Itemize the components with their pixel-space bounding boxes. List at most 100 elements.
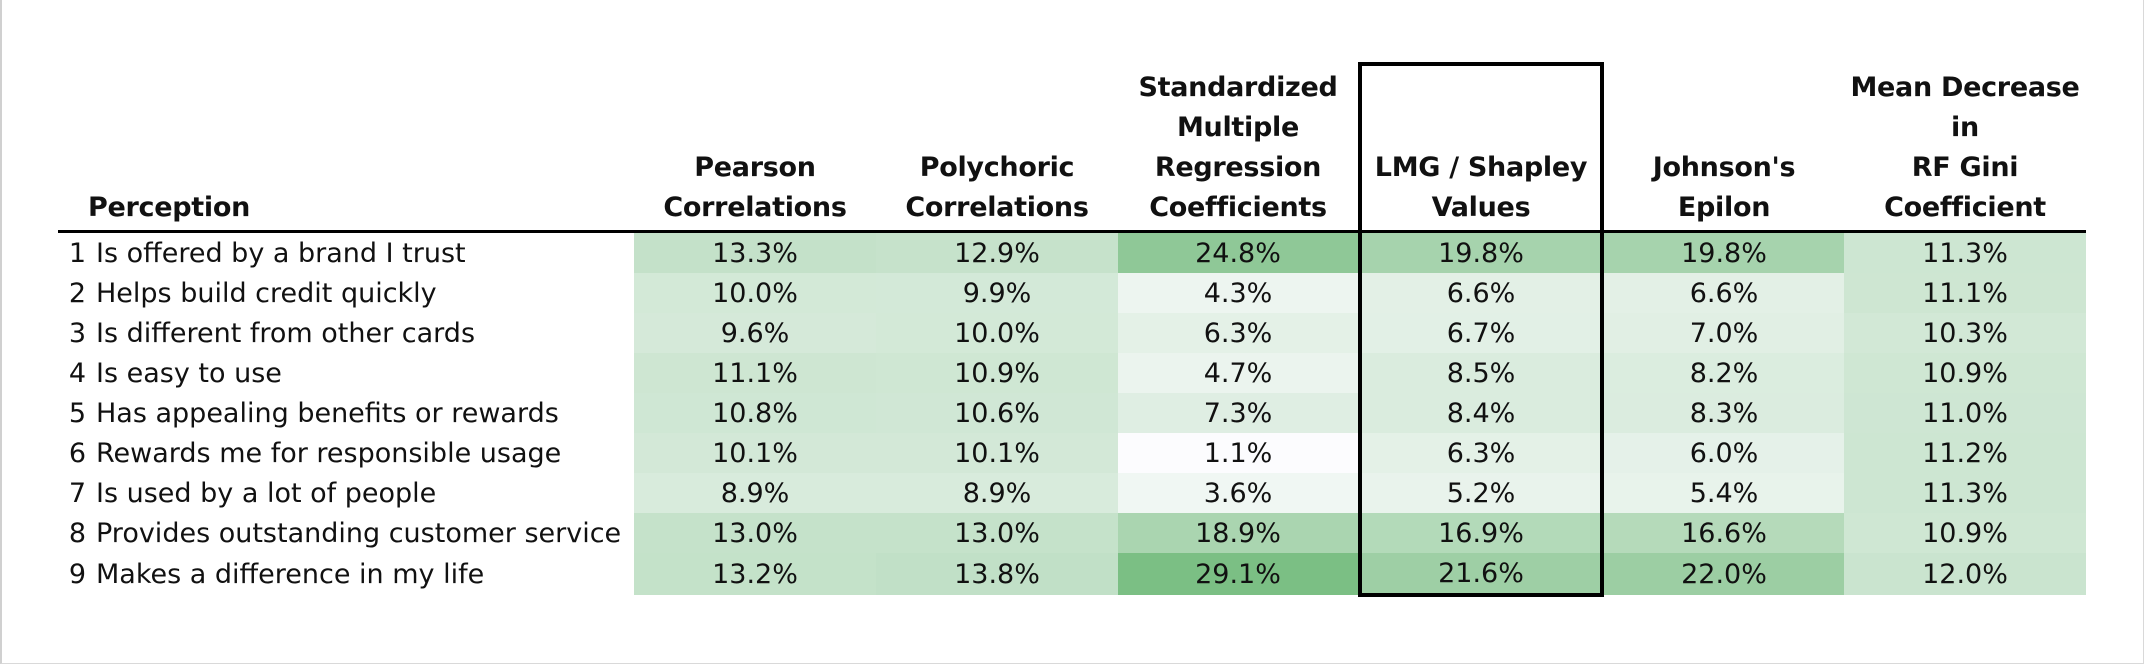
heatmap-cell-polychoric-correlations: 10.1% <box>876 433 1118 473</box>
heatmap-cell-lmg-shapley-values: 6.3% <box>1358 433 1604 473</box>
heatmap-cell-standardized-multiple-regression-coefficients: 29.1% <box>1118 553 1360 595</box>
heatmap-cell-pearson-correlations: 10.8% <box>634 393 876 433</box>
row-number: 5 <box>68 397 86 429</box>
heatmap-cell-polychoric-correlations: 8.9% <box>876 473 1118 513</box>
row-label: Has appealing benefits or rewards <box>96 397 559 429</box>
column-header-line: LMG / Shapley <box>1374 152 1588 183</box>
column-header-line: Pearson <box>694 152 816 183</box>
heatmap-cell-johnson-s-epilon: 19.8% <box>1602 231 1844 273</box>
row-number: 3 <box>68 317 86 349</box>
column-header-line: Values <box>1431 192 1531 223</box>
header-row: Perception Pearson Correlations Polychoric… <box>58 62 2086 233</box>
heatmap-cell-mean-decrease-in-rf-gini-coefficient: 10.9% <box>1844 353 2086 393</box>
table-row: 8 Provides outstanding customer service 13… <box>58 513 2086 553</box>
row-label: Rewards me for responsible usage <box>96 437 562 469</box>
column-header-line: Standardized <box>1138 72 1338 103</box>
column-header-line: Correlations <box>905 192 1089 223</box>
heatmap-cell-pearson-correlations: 13.3% <box>634 231 876 273</box>
heatmap-cell-lmg-shapley-values: 8.5% <box>1358 353 1604 393</box>
heatmap-cell-standardized-multiple-regression-coefficients: 4.7% <box>1118 353 1360 393</box>
row-number: 7 <box>68 477 86 509</box>
row-label: Is easy to use <box>96 357 282 389</box>
row-number: 9 <box>68 558 86 590</box>
column-header-johnson-s-epilon: Johnson's Epilon <box>1602 64 1844 233</box>
heatmap-cell-pearson-correlations: 8.9% <box>634 473 876 513</box>
column-header-line: Multiple <box>1176 112 1299 143</box>
heatmap-cell-johnson-s-epilon: 16.6% <box>1602 513 1844 553</box>
relative-importance-table: Perception Pearson Correlations Polychoric… <box>58 62 2086 597</box>
column-header-line: RF Gini Coefficient <box>1884 152 2046 223</box>
heatmap-cell-lmg-shapley-values: 21.6% <box>1358 553 1604 597</box>
heatmap-cell-johnson-s-epilon: 8.3% <box>1602 393 1844 433</box>
row-number: 6 <box>68 437 86 469</box>
perception-header: Perception <box>58 64 634 233</box>
table-row: 5 Has appealing benefits or rewards 10.8% 1… <box>58 393 2086 433</box>
heatmap-cell-polychoric-correlations: 10.0% <box>876 313 1118 353</box>
heatmap-cell-standardized-multiple-regression-coefficients: 7.3% <box>1118 393 1360 433</box>
heatmap-cell-standardized-multiple-regression-coefficients: 4.3% <box>1118 273 1360 313</box>
heatmap-cell-johnson-s-epilon: 6.0% <box>1602 433 1844 473</box>
heatmap-cell-johnson-s-epilon: 6.6% <box>1602 273 1844 313</box>
table-row: 4 Is easy to use 11.1% 10.9% 4.7% 8.5% 8.2% 10.… <box>58 353 2086 393</box>
heatmap-cell-lmg-shapley-values: 5.2% <box>1358 473 1604 513</box>
row-label: Is different from other cards <box>96 317 476 349</box>
heatmap-cell-pearson-correlations: 11.1% <box>634 353 876 393</box>
heatmap-cell-lmg-shapley-values: 8.4% <box>1358 393 1604 433</box>
table-row: 1 Is offered by a brand I trust 13.3% 12.9%… <box>58 231 2086 273</box>
heatmap-cell-polychoric-correlations: 13.0% <box>876 513 1118 553</box>
column-header-line: Mean Decrease in <box>1850 72 2080 143</box>
heatmap-cell-pearson-correlations: 9.6% <box>634 313 876 353</box>
column-header-line: Polychoric <box>919 152 1075 183</box>
row-label: Provides outstanding customer service <box>96 517 622 549</box>
heatmap-cell-johnson-s-epilon: 22.0% <box>1602 553 1844 595</box>
heatmap-cell-standardized-multiple-regression-coefficients: 3.6% <box>1118 473 1360 513</box>
heatmap-cell-lmg-shapley-values: 19.8% <box>1358 231 1604 273</box>
column-header-standardized-multiple-regression-coefficients: Standardized Multiple Regression Coefficien… <box>1118 64 1360 233</box>
heatmap-cell-pearson-correlations: 10.1% <box>634 433 876 473</box>
heatmap-cell-standardized-multiple-regression-coefficients: 6.3% <box>1118 313 1360 353</box>
heatmap-cell-mean-decrease-in-rf-gini-coefficient: 10.9% <box>1844 513 2086 553</box>
heatmap-cell-mean-decrease-in-rf-gini-coefficient: 12.0% <box>1844 553 2086 595</box>
heatmap-cell-polychoric-correlations: 13.8% <box>876 553 1118 595</box>
heatmap-cell-mean-decrease-in-rf-gini-coefficient: 11.3% <box>1844 231 2086 273</box>
heatmap-cell-johnson-s-epilon: 8.2% <box>1602 353 1844 393</box>
heatmap-cell-standardized-multiple-regression-coefficients: 24.8% <box>1118 231 1360 273</box>
heatmap-cell-polychoric-correlations: 9.9% <box>876 273 1118 313</box>
heatmap-cell-pearson-correlations: 13.0% <box>634 513 876 553</box>
column-header-line: Correlations <box>663 192 847 223</box>
row-number: 2 <box>68 277 86 309</box>
row-number: 8 <box>68 517 86 549</box>
heatmap-cell-standardized-multiple-regression-coefficients: 18.9% <box>1118 513 1360 553</box>
row-number: 1 <box>68 237 86 269</box>
column-header-pearson-correlations: Pearson Correlations <box>634 64 876 233</box>
heatmap-cell-pearson-correlations: 13.2% <box>634 553 876 595</box>
heatmap-cell-polychoric-correlations: 10.6% <box>876 393 1118 433</box>
heatmap-cell-johnson-s-epilon: 7.0% <box>1602 313 1844 353</box>
column-header-line: Regression <box>1154 152 1322 183</box>
heatmap-cell-polychoric-correlations: 12.9% <box>876 231 1118 273</box>
heatmap-cell-johnson-s-epilon: 5.4% <box>1602 473 1844 513</box>
table-row: 9 Makes a difference in my life 13.2% 13.8%… <box>58 553 2086 597</box>
heatmap-cell-mean-decrease-in-rf-gini-coefficient: 11.2% <box>1844 433 2086 473</box>
row-number: 4 <box>68 357 86 389</box>
column-header-mean-decrease-in-rf-gini-coefficient: Mean Decrease in RF Gini Coefficient <box>1844 64 2086 233</box>
column-header-lmg-shapley-values: LMG / Shapley Values <box>1358 62 1604 233</box>
heatmap-cell-mean-decrease-in-rf-gini-coefficient: 11.0% <box>1844 393 2086 433</box>
row-label: Helps build credit quickly <box>96 277 437 309</box>
column-header-line: Johnson's Epilon <box>1652 152 1796 223</box>
table-row: 7 Is used by a lot of people 8.9% 8.9% 3.6% 5… <box>58 473 2086 513</box>
table-row: 6 Rewards me for responsible usage 10.1% 10… <box>58 433 2086 473</box>
row-label: Is used by a lot of people <box>96 477 437 509</box>
heatmap-cell-standardized-multiple-regression-coefficients: 1.1% <box>1118 433 1360 473</box>
heatmap-cell-mean-decrease-in-rf-gini-coefficient: 11.3% <box>1844 473 2086 513</box>
heatmap-cell-lmg-shapley-values: 6.7% <box>1358 313 1604 353</box>
table-body: 1 Is offered by a brand I trust 13.3% 12.9%… <box>58 231 2086 597</box>
heatmap-cell-mean-decrease-in-rf-gini-coefficient: 10.3% <box>1844 313 2086 353</box>
column-header-polychoric-correlations: Polychoric Correlations <box>876 64 1118 233</box>
table-row: 3 Is different from other cards 9.6% 10.0% 6… <box>58 313 2086 353</box>
row-label: Makes a difference in my life <box>96 558 485 590</box>
column-header-line: Coefficients <box>1149 192 1327 223</box>
row-label: Is offered by a brand I trust <box>96 237 466 269</box>
table-row: 2 Helps build credit quickly 10.0% 9.9% 4.3%… <box>58 273 2086 313</box>
heatmap-cell-lmg-shapley-values: 6.6% <box>1358 273 1604 313</box>
